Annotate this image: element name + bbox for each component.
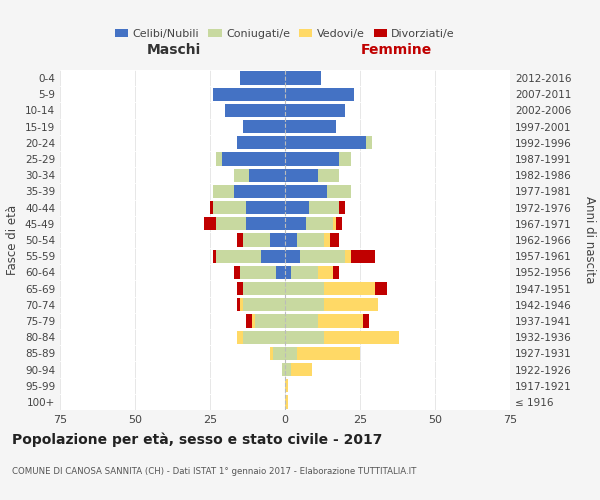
Bar (327, 185, 351, 198)
Bar (318, 314, 363, 328)
Bar (330, 234, 339, 246)
Bar (285, 314, 318, 328)
Legend: Celibi/Nubili, Coniugati/e, Vedovi/e, Divorziati/e: Celibi/Nubili, Coniugati/e, Vedovi/e, Di… (110, 24, 460, 44)
Bar (285, 234, 297, 246)
Bar (213, 201, 246, 214)
Bar (243, 282, 285, 295)
Text: COMUNE DI CANOSA SANNITA (CH) - Dati ISTAT 1° gennaio 2017 - Elaborazione TUTTIT: COMUNE DI CANOSA SANNITA (CH) - Dati IST… (12, 468, 416, 476)
Bar (285, 396, 288, 408)
Bar (375, 282, 387, 295)
Bar (285, 379, 288, 392)
Bar (285, 217, 306, 230)
Bar (318, 168, 339, 182)
Bar (243, 330, 285, 344)
Bar (213, 185, 234, 198)
Bar (324, 234, 330, 246)
Bar (249, 168, 285, 182)
Bar (237, 282, 243, 295)
Text: Popolazione per età, sesso e stato civile - 2017: Popolazione per età, sesso e stato civil… (12, 432, 382, 447)
Bar (261, 250, 285, 263)
Bar (285, 330, 324, 344)
Bar (336, 217, 342, 230)
Bar (237, 330, 243, 344)
Bar (339, 201, 345, 214)
Bar (324, 282, 375, 295)
Bar (216, 152, 222, 166)
Bar (234, 266, 240, 279)
Bar (252, 314, 255, 328)
Bar (351, 250, 375, 263)
Bar (285, 266, 291, 279)
Bar (216, 217, 246, 230)
Bar (285, 72, 321, 85)
Text: Maschi: Maschi (147, 43, 201, 57)
Bar (306, 217, 333, 230)
Bar (333, 217, 336, 230)
Bar (234, 168, 249, 182)
Bar (318, 266, 333, 279)
Y-axis label: Fasce di età: Fasce di età (7, 205, 19, 275)
Bar (246, 201, 285, 214)
Bar (285, 168, 318, 182)
Bar (237, 136, 285, 149)
Bar (285, 363, 291, 376)
Bar (222, 152, 285, 166)
Bar (213, 250, 216, 263)
Bar (240, 298, 243, 312)
Bar (216, 250, 261, 263)
Bar (273, 346, 285, 360)
Bar (285, 282, 324, 295)
Bar (285, 185, 327, 198)
Bar (324, 330, 399, 344)
Bar (240, 266, 276, 279)
Bar (285, 88, 354, 101)
Bar (339, 152, 351, 166)
Bar (246, 314, 252, 328)
Bar (270, 346, 273, 360)
Bar (243, 298, 285, 312)
Bar (234, 185, 285, 198)
Bar (285, 104, 345, 117)
Bar (270, 234, 285, 246)
Bar (285, 298, 324, 312)
Bar (237, 234, 243, 246)
Bar (210, 201, 213, 214)
Bar (282, 363, 285, 376)
Bar (204, 217, 216, 230)
Bar (291, 363, 312, 376)
Bar (324, 298, 378, 312)
Bar (246, 217, 285, 230)
Bar (285, 250, 300, 263)
Bar (297, 234, 324, 246)
Bar (345, 250, 351, 263)
Bar (285, 346, 297, 360)
Bar (363, 314, 369, 328)
Bar (243, 234, 270, 246)
Bar (285, 136, 366, 149)
Bar (285, 201, 309, 214)
Bar (309, 201, 339, 214)
Bar (255, 314, 285, 328)
Bar (333, 266, 339, 279)
Bar (237, 298, 240, 312)
Bar (297, 346, 360, 360)
Text: Femmine: Femmine (361, 43, 431, 57)
Bar (240, 72, 285, 85)
Bar (366, 136, 372, 149)
Bar (285, 152, 339, 166)
Bar (300, 250, 345, 263)
Y-axis label: Anni di nascita: Anni di nascita (583, 196, 596, 284)
Bar (225, 104, 285, 117)
Bar (276, 266, 285, 279)
Bar (213, 88, 285, 101)
Bar (291, 266, 318, 279)
Bar (243, 120, 285, 134)
Bar (285, 120, 336, 134)
